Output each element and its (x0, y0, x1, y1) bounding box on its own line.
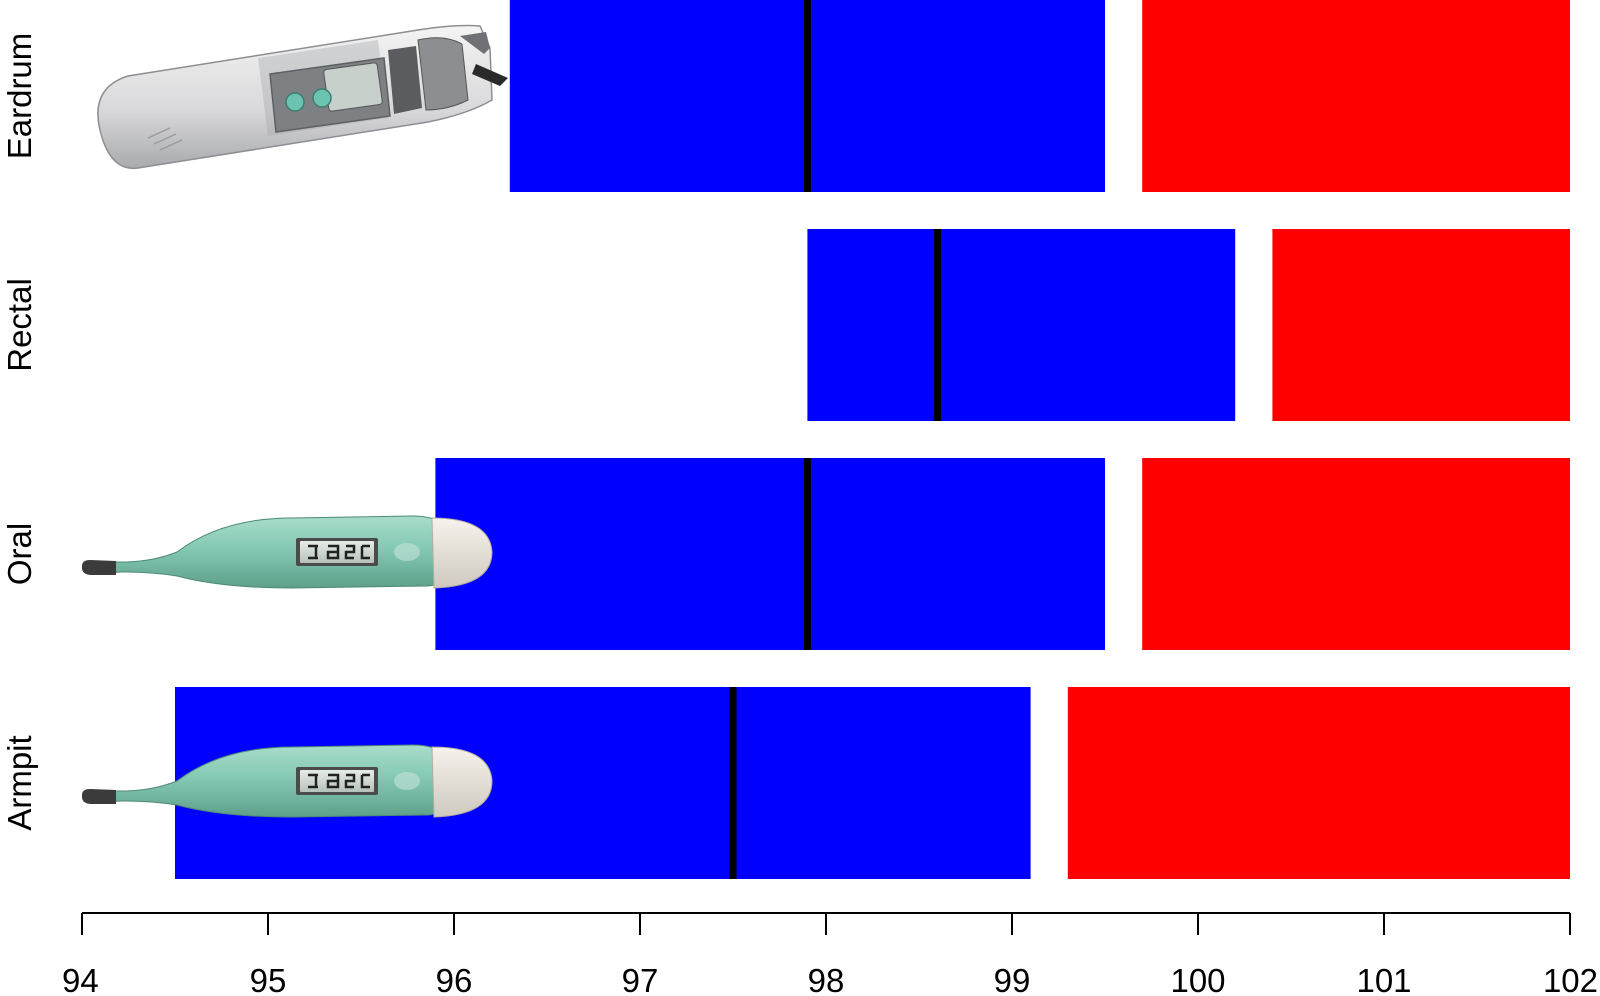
mean-line-armpit (729, 687, 737, 879)
x-axis: 94 95 96 97 98 99 100 101 102 (62, 912, 1598, 996)
fever-range-bar-eardrum (1142, 0, 1570, 192)
ear-thermometer-icon (97, 24, 509, 170)
x-tick-label-94: 94 (62, 962, 99, 996)
x-tick-label-95: 95 (250, 962, 287, 996)
fever-range-bar-rectal (1272, 229, 1570, 421)
row-label-eardrum: Eardrum (1, 33, 38, 160)
fever-range-bar-oral (1142, 458, 1570, 650)
x-tick-label-102: 102 (1543, 962, 1598, 996)
row-labels: Eardrum Rectal Oral Armpit (1, 33, 38, 831)
digital-thermometer-icon (80, 514, 494, 590)
mean-line-rectal (934, 229, 942, 421)
x-tick-label-100: 100 (1170, 962, 1225, 996)
row-label-rectal: Rectal (1, 278, 38, 372)
mean-line-eardrum (803, 0, 811, 192)
row-label-armpit: Armpit (1, 735, 38, 830)
digital-thermometer-icon (80, 743, 494, 819)
normal-range-bar-oral (435, 458, 1105, 650)
row-label-oral: Oral (1, 523, 38, 585)
fever-range-bar-armpit (1067, 687, 1570, 879)
mean-line-oral (803, 458, 811, 650)
x-tick-label-97: 97 (622, 962, 659, 996)
x-tick-label-101: 101 (1356, 962, 1411, 996)
normal-range-bar-rectal (807, 229, 1236, 421)
x-tick-label-99: 99 (994, 962, 1031, 996)
x-tick-label-96: 96 (436, 962, 473, 996)
plot-area (175, 0, 1570, 879)
x-tick-label-98: 98 (808, 962, 845, 996)
